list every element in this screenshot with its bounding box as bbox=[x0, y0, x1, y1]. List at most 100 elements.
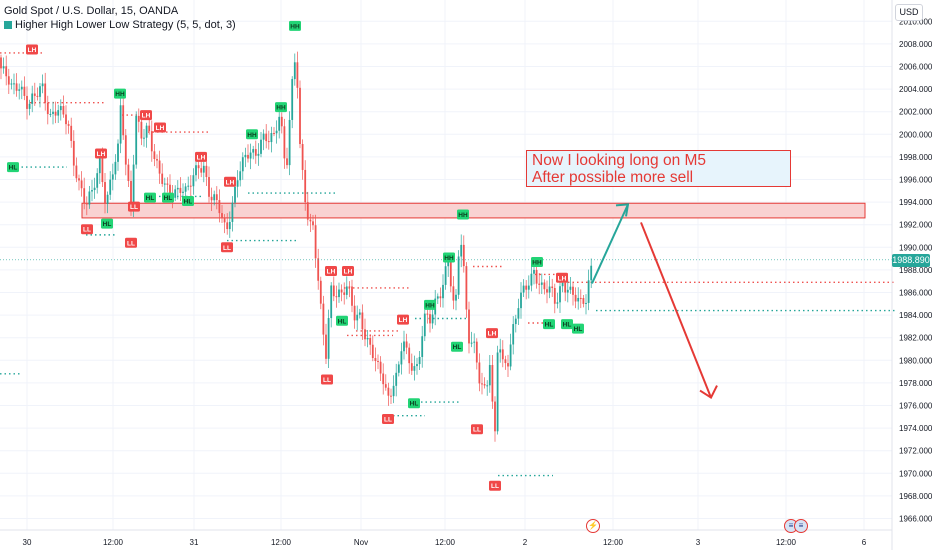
swing-label-badge bbox=[144, 192, 156, 203]
swing-label-badge bbox=[154, 122, 166, 133]
candle-body bbox=[343, 292, 346, 295]
swing-label-text: HL bbox=[9, 165, 18, 172]
candle-body bbox=[553, 288, 556, 304]
candle-body bbox=[169, 184, 171, 195]
swing-label-lh: LH bbox=[140, 110, 152, 121]
candle-body bbox=[543, 282, 546, 290]
swing-label-hl: HL bbox=[7, 162, 19, 173]
candle-body bbox=[447, 262, 450, 267]
candle-body bbox=[574, 294, 577, 302]
swing-label-hl: HL bbox=[572, 323, 584, 334]
swing-label-badge bbox=[182, 195, 194, 206]
swing-label-badge bbox=[125, 237, 137, 248]
candle-body bbox=[54, 111, 57, 116]
swing-label-text: LH bbox=[142, 113, 151, 120]
swing-label-text: LH bbox=[344, 269, 353, 276]
resistance-zone[interactable] bbox=[81, 202, 866, 219]
indicator-title[interactable]: Higher High Lower Low Strategy (5, 5, do… bbox=[4, 18, 236, 32]
candle-body bbox=[457, 256, 460, 295]
price-tick-label: 2004.000 bbox=[899, 85, 932, 94]
swing-label-text: HL bbox=[453, 344, 462, 351]
candle-body bbox=[319, 280, 322, 304]
candle-body bbox=[80, 180, 83, 189]
candle-body bbox=[52, 111, 54, 114]
up-arrow-head bbox=[615, 203, 630, 217]
swing-label-text: LH bbox=[28, 47, 37, 54]
swing-label-text: HH bbox=[276, 105, 286, 112]
swing-label-hl: HL bbox=[408, 398, 420, 409]
candle-body bbox=[254, 149, 257, 156]
swing-label-text: HH bbox=[115, 91, 125, 98]
candle-body bbox=[317, 258, 320, 281]
candle-body bbox=[504, 359, 507, 364]
candle-body bbox=[384, 384, 387, 388]
time-axis[interactable]: 30 12:00 31 12:00 Nov 12:00 2 12:00 3 12:00 6 bbox=[23, 538, 867, 547]
down-arrow-head bbox=[699, 385, 718, 400]
candle-body bbox=[252, 149, 255, 153]
candle-body bbox=[226, 222, 229, 230]
swing-label-lh: LH bbox=[195, 151, 207, 162]
candle-body bbox=[590, 265, 593, 281]
candle-body bbox=[166, 183, 169, 185]
candle-body bbox=[218, 200, 221, 214]
candle-body bbox=[46, 102, 49, 115]
swing-label-badge bbox=[471, 424, 483, 435]
candle-body bbox=[202, 165, 205, 173]
swing-label-text: LH bbox=[327, 269, 336, 276]
candle-body bbox=[0, 57, 2, 69]
candle-body bbox=[387, 387, 390, 396]
candle-body bbox=[122, 105, 125, 136]
candle-body bbox=[306, 202, 309, 220]
symbol-title[interactable]: Gold Spot / U.S. Dollar, 15, OANDA bbox=[4, 5, 179, 17]
candle-body bbox=[231, 202, 234, 222]
candle-body bbox=[340, 289, 343, 293]
candle-body bbox=[494, 401, 496, 432]
candle-body bbox=[491, 365, 494, 402]
price-tick-label: 1976.000 bbox=[899, 402, 932, 411]
candle-body bbox=[533, 269, 535, 274]
candle-body bbox=[382, 373, 385, 385]
candle-body bbox=[83, 188, 86, 203]
annotation-box[interactable]: Now I looking long on M5 After possible … bbox=[526, 150, 791, 187]
swing-label-ll: LL bbox=[471, 424, 483, 435]
swing-label-hl: HL bbox=[101, 218, 113, 229]
candle-body bbox=[322, 303, 325, 335]
candle-body bbox=[514, 318, 517, 325]
candle-body bbox=[65, 114, 67, 125]
candle-body bbox=[111, 174, 114, 180]
candle-body bbox=[28, 103, 31, 109]
candle-body bbox=[296, 62, 299, 88]
swing-label-text: HL bbox=[146, 195, 155, 202]
candle-body bbox=[244, 154, 247, 158]
swing-label-ll: LL bbox=[382, 414, 394, 425]
candle-body bbox=[104, 182, 106, 204]
candle-body bbox=[67, 124, 70, 126]
candle-body bbox=[369, 338, 372, 345]
swing-label-text: HH bbox=[290, 23, 300, 30]
currency-button[interactable]: USD bbox=[895, 4, 923, 21]
price-tick-label: 1968.000 bbox=[899, 492, 932, 501]
swing-label-text: HH bbox=[425, 302, 435, 309]
projection-arrows[interactable] bbox=[591, 203, 718, 400]
candle-body bbox=[520, 292, 522, 309]
candle-body bbox=[426, 313, 429, 315]
flash-icon[interactable]: ⚡ bbox=[586, 519, 600, 533]
swing-label-text: HH bbox=[458, 212, 468, 219]
swing-label-text: HL bbox=[338, 318, 347, 325]
candle-body bbox=[358, 312, 361, 315]
us-flag-icon[interactable]: ≡ bbox=[794, 519, 808, 533]
swing-label-text: LL bbox=[384, 417, 392, 424]
candle-body bbox=[156, 159, 158, 161]
candle-body bbox=[377, 361, 379, 363]
candle-body bbox=[132, 164, 135, 208]
candle-body bbox=[564, 282, 567, 293]
candle-body bbox=[286, 158, 288, 166]
swing-label-text: LH bbox=[197, 154, 206, 161]
swing-label-hl: HL bbox=[144, 192, 156, 203]
candle-body bbox=[98, 158, 101, 174]
candle-body bbox=[579, 297, 582, 299]
price-axis[interactable]: 2010.000 2008.000 2006.000 2004.000 2002.000… bbox=[899, 17, 932, 523]
swing-label-text: LL bbox=[491, 483, 499, 490]
swing-label-badge bbox=[289, 20, 301, 31]
